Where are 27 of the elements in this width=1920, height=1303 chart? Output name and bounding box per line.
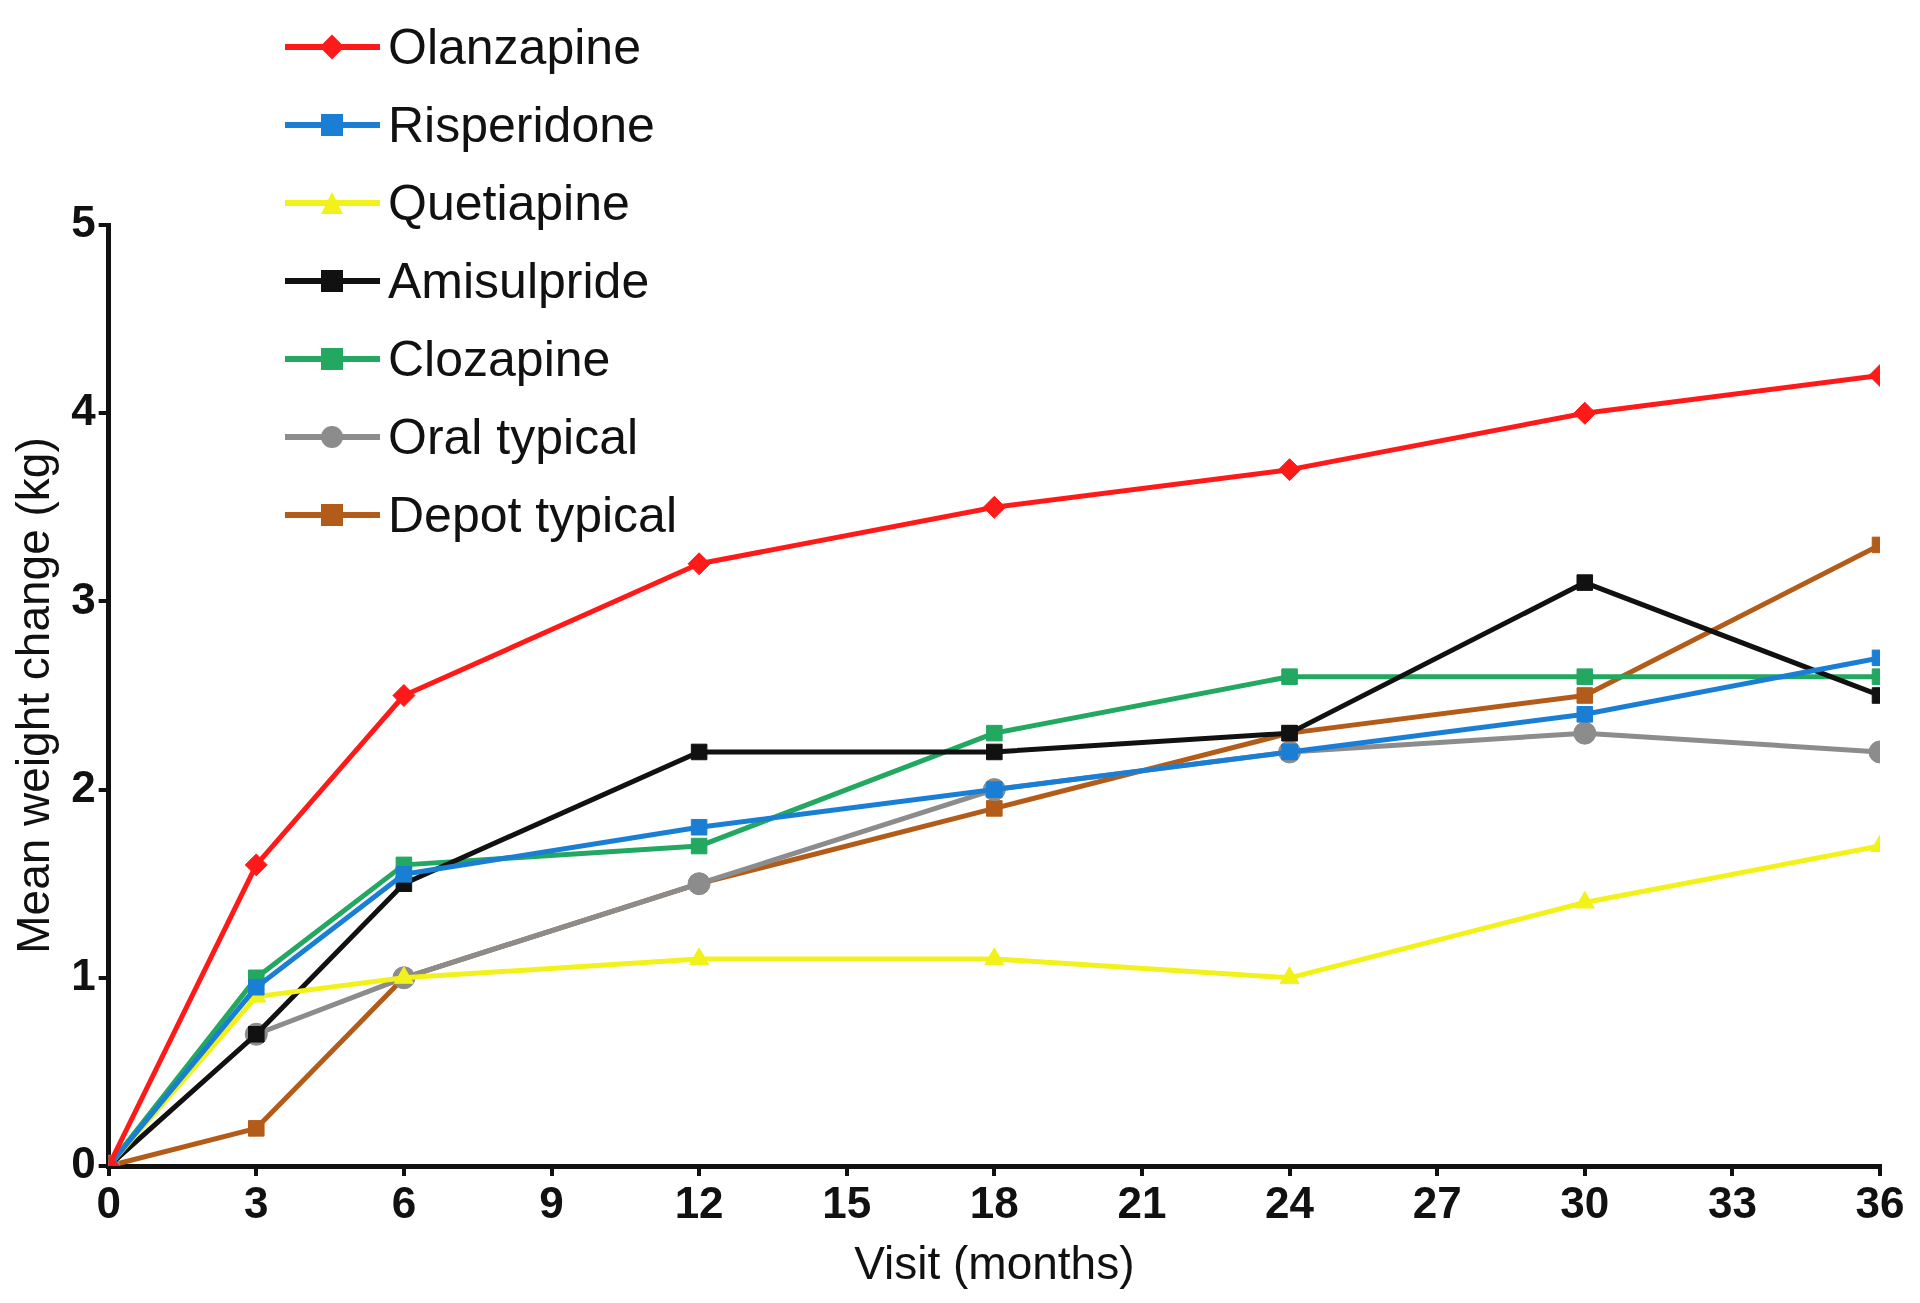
x-tick-label: 27 bbox=[1412, 1177, 1462, 1227]
x-tick-label: 6 bbox=[391, 1177, 417, 1227]
y-tick-label: 4 bbox=[71, 385, 97, 435]
x-axis-title: Visit (months) bbox=[854, 1237, 1135, 1290]
x-tick-label: 21 bbox=[1117, 1177, 1167, 1227]
y-tick-label: 1 bbox=[71, 949, 96, 999]
y-tick-label: 2 bbox=[71, 761, 96, 811]
legend-label: Depot typical bbox=[388, 486, 678, 545]
x-tick-label: 30 bbox=[1560, 1177, 1610, 1227]
x-tick-label: 36 bbox=[1855, 1177, 1905, 1227]
legend-label: Quetiapine bbox=[388, 174, 630, 233]
x-tick-label: 18 bbox=[969, 1177, 1019, 1227]
x-tick-label: 12 bbox=[674, 1177, 724, 1227]
legend-label: Oral typical bbox=[388, 408, 639, 467]
y-tick-label: 3 bbox=[71, 573, 96, 623]
y-axis-title: Mean weight change (kg) bbox=[7, 437, 60, 954]
y-tick-label: 5 bbox=[71, 197, 96, 247]
x-tick-label: 3 bbox=[244, 1177, 269, 1227]
x-tick-label: 9 bbox=[539, 1177, 564, 1227]
x-tick-label: 33 bbox=[1707, 1177, 1757, 1227]
y-tick-label: 0 bbox=[71, 1138, 96, 1188]
legend-label: Risperidone bbox=[388, 96, 655, 155]
legend-label: Olanzapine bbox=[388, 18, 641, 77]
x-tick-label: 24 bbox=[1265, 1177, 1315, 1227]
x-tick-label: 15 bbox=[822, 1177, 872, 1227]
legend-label: Clozapine bbox=[388, 330, 611, 389]
legend-label: Amisulpride bbox=[388, 252, 650, 311]
